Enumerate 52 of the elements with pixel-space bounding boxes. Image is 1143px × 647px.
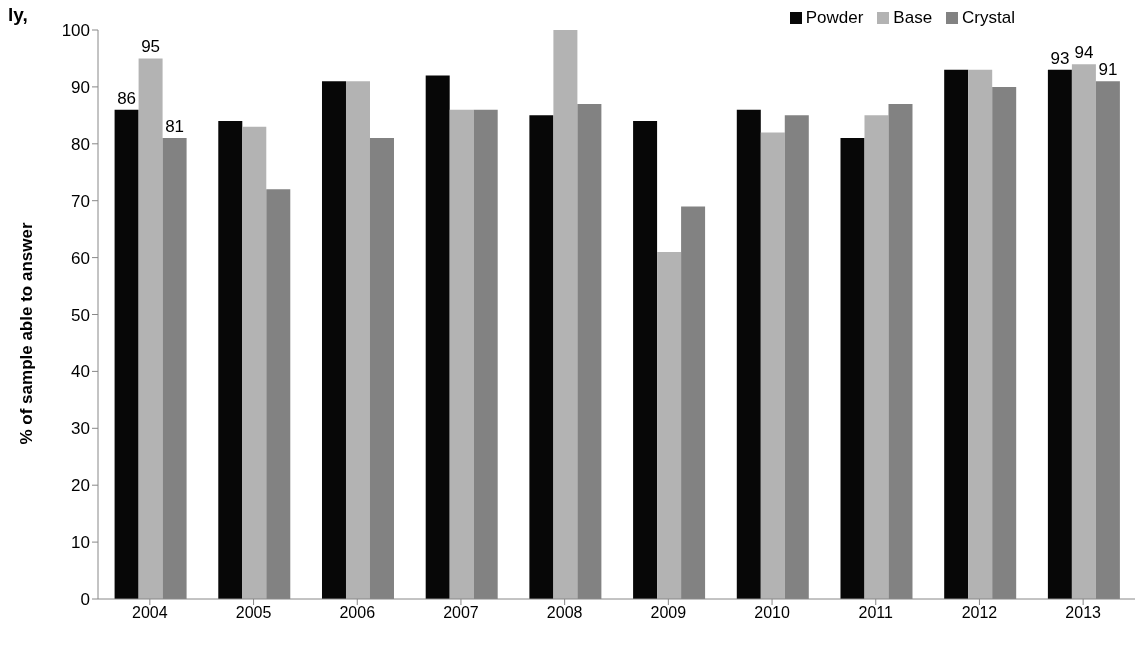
x-tick-label: 2004: [132, 604, 168, 622]
y-tick-label: 80: [71, 134, 90, 154]
bar: [760, 132, 785, 599]
bar: [425, 75, 450, 599]
y-tick-label: 30: [71, 419, 90, 439]
y-tick-label: 20: [71, 476, 90, 496]
data-label: 95: [141, 37, 161, 57]
bar: [968, 69, 993, 599]
bar: [736, 109, 761, 599]
bar: [657, 251, 682, 599]
bar: [218, 121, 243, 599]
bar: [529, 115, 554, 599]
legend-label: Powder: [805, 8, 864, 28]
bar: [345, 81, 370, 599]
bar: [138, 58, 163, 599]
bar: [840, 138, 865, 599]
bar: [1047, 69, 1072, 599]
x-tick-label: 2006: [339, 604, 376, 622]
x-tick-label: 2007: [443, 604, 479, 622]
legend-label: Crystal: [962, 8, 1015, 28]
x-tick-label: 2012: [961, 604, 998, 622]
bar: [449, 109, 474, 599]
x-tick-label: 2011: [858, 604, 894, 622]
data-label: 93: [1050, 48, 1070, 68]
data-label: 91: [1098, 60, 1118, 80]
bar: [321, 81, 346, 599]
y-tick-label: 50: [71, 305, 90, 325]
text: ly,: [8, 4, 28, 26]
x-tick-label: 2009: [650, 604, 687, 622]
y-tick-label: 40: [71, 362, 90, 382]
y-tick-label: 70: [71, 191, 90, 211]
x-tick-label: 2010: [754, 604, 790, 622]
bar: [944, 69, 969, 599]
legend-label: Base: [893, 8, 933, 28]
y-tick-label: 10: [71, 533, 90, 553]
y-axis-title: % of sample able to answer: [17, 222, 37, 445]
bar: [864, 115, 889, 599]
bar: [242, 126, 267, 599]
bar: [1071, 64, 1096, 599]
x-tick-label: 2005: [235, 604, 272, 622]
y-tick-label: 0: [80, 590, 90, 610]
x-tick-label: 2013: [1065, 604, 1102, 622]
bar: [633, 121, 658, 599]
data-label: 81: [165, 117, 185, 137]
y-tick-label: 60: [71, 248, 90, 268]
data-label: 86: [117, 88, 137, 108]
bar: [114, 109, 139, 599]
y-tick-label: 90: [71, 77, 90, 97]
x-tick-label: 2008: [546, 604, 583, 622]
y-tick-label: 100: [61, 21, 90, 41]
bar: [553, 30, 578, 599]
data-label: 94: [1074, 43, 1094, 63]
